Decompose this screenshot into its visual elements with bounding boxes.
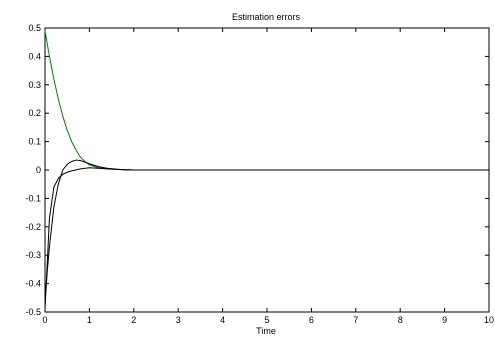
x-tick-label: 3 [176, 315, 181, 325]
x-tick-label: 9 [442, 315, 447, 325]
y-tick-label: 0.3 [28, 80, 41, 90]
series-line-3 [44, 167, 489, 310]
x-axis-label: Time [256, 326, 276, 336]
x-tick-label: 8 [398, 315, 403, 325]
x-tick-label: 0 [42, 315, 47, 325]
y-tick-label: -0.5 [25, 307, 41, 317]
y-tick-label: -0.1 [25, 193, 41, 203]
x-tick-label: 2 [131, 315, 136, 325]
y-tick-label: -0.3 [25, 250, 41, 260]
y-tick-label: 0.4 [28, 51, 41, 61]
chart-title: Estimation errors [232, 12, 301, 22]
y-tick-label: 0.1 [28, 137, 41, 147]
y-tick-label: 0.5 [28, 23, 41, 33]
x-tick-label: 1 [87, 315, 92, 325]
y-tick-label: -0.2 [25, 222, 41, 232]
y-tick-label: 0 [36, 165, 41, 175]
x-tick-label: 5 [264, 315, 269, 325]
x-tick-label: 10 [484, 315, 494, 325]
x-tick-label: 7 [353, 315, 358, 325]
x-tick-label: 6 [309, 315, 314, 325]
y-tick-label: -0.4 [25, 279, 41, 289]
y-tick-label: 0.2 [28, 108, 41, 118]
x-tick-label: 4 [220, 315, 225, 325]
